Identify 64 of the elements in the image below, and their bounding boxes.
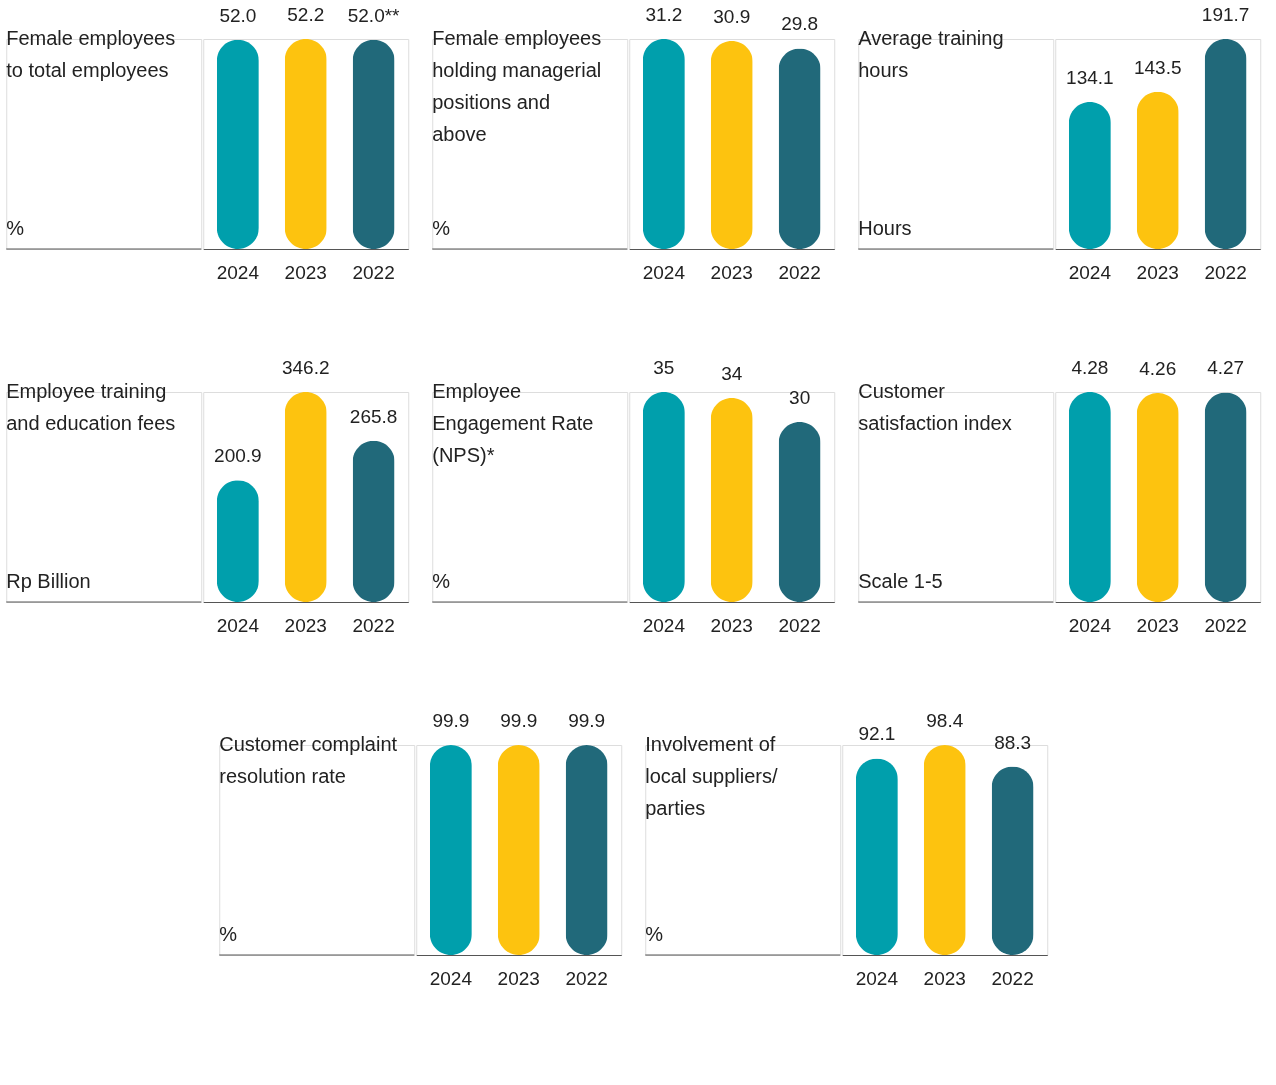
data-label: 134.1 (1066, 67, 1114, 89)
data-label: 4.27 (1207, 357, 1245, 379)
data-label: 52.0** (347, 4, 401, 26)
chart-title: Employee training and education fees (6, 380, 176, 434)
data-label: 31.2 (645, 4, 683, 25)
data-label: 30 (789, 387, 811, 408)
x-tick-label: 2023 (1136, 261, 1179, 283)
x-tick-label: 2024 (642, 261, 686, 283)
data-label: 4.28 (1071, 357, 1109, 378)
data-label: 346.2 (281, 357, 330, 378)
x-tick-label: 2022 (778, 261, 821, 283)
data-label: 99.9 (500, 710, 538, 731)
data-label: 29.8 (781, 13, 819, 35)
x-tick-label: 2024 (1068, 614, 1112, 636)
x-tick-label: 2022 (778, 614, 821, 636)
data-label: 4.26 (1139, 357, 1177, 379)
x-tick-label: 2023 (710, 261, 753, 283)
y-axis-title: Scale 1-5 (858, 570, 943, 592)
data-label: 99.9 (568, 710, 606, 731)
x-tick-label: 2022 (1204, 261, 1247, 283)
data-label: 92.1 (858, 723, 896, 745)
chart-title: Customer satisfaction index (858, 380, 1012, 434)
data-label: 265.8 (349, 405, 398, 427)
x-tick-label: 2024 (429, 967, 473, 989)
data-label: 98.4 (926, 710, 964, 731)
y-axis-title: Hours (858, 217, 912, 239)
data-label: 52.2 (287, 4, 325, 25)
y-axis-title: Rp Billion (6, 570, 91, 592)
x-tick-label: 2023 (1136, 614, 1179, 636)
y-axis-title: % (432, 570, 451, 592)
y-axis-title: % (219, 923, 238, 945)
x-tick-label: 2024 (216, 261, 260, 283)
x-tick-label: 2023 (284, 261, 327, 283)
data-label: 34 (721, 363, 743, 384)
data-label: 35 (653, 357, 675, 378)
y-axis-title: % (432, 217, 451, 239)
data-label: 30.9 (713, 6, 751, 28)
x-tick-label: 2023 (710, 614, 753, 636)
x-tick-label: 2023 (284, 614, 327, 636)
chart-title: Customer complaint resolution rate (219, 733, 398, 787)
chart-title: Female employees to total employees (6, 27, 176, 81)
x-tick-label: 2022 (1204, 614, 1247, 636)
x-tick-label: 2024 (855, 967, 899, 989)
x-tick-label: 2022 (565, 967, 608, 989)
data-label: 143.5 (1133, 56, 1182, 78)
text: Employee Engagement Rate (NPS)* (432, 380, 594, 466)
text: Female employees holding managerial positions and above (432, 27, 602, 145)
data-label: 191.7 (1201, 4, 1250, 25)
x-tick-label: 2023 (497, 967, 540, 989)
data-label: 200.9 (214, 445, 262, 467)
y-axis-title: % (6, 217, 25, 239)
data-label: 52.0 (219, 4, 257, 26)
x-tick-label: 2022 (991, 967, 1034, 989)
x-tick-label: 2024 (642, 614, 686, 636)
x-tick-label: 2024 (216, 614, 260, 636)
x-tick-label: 2023 (923, 967, 966, 989)
chart-title: Average training hours (858, 27, 1004, 81)
text: Involvement of local suppliers/ parties (645, 733, 778, 819)
y-axis-title: % (645, 923, 664, 945)
x-tick-label: 2022 (352, 261, 395, 283)
data-label: 88.3 (994, 731, 1032, 753)
x-tick-label: 2024 (1068, 261, 1112, 283)
data-label: 99.9 (432, 710, 470, 731)
x-tick-label: 2022 (352, 614, 395, 636)
